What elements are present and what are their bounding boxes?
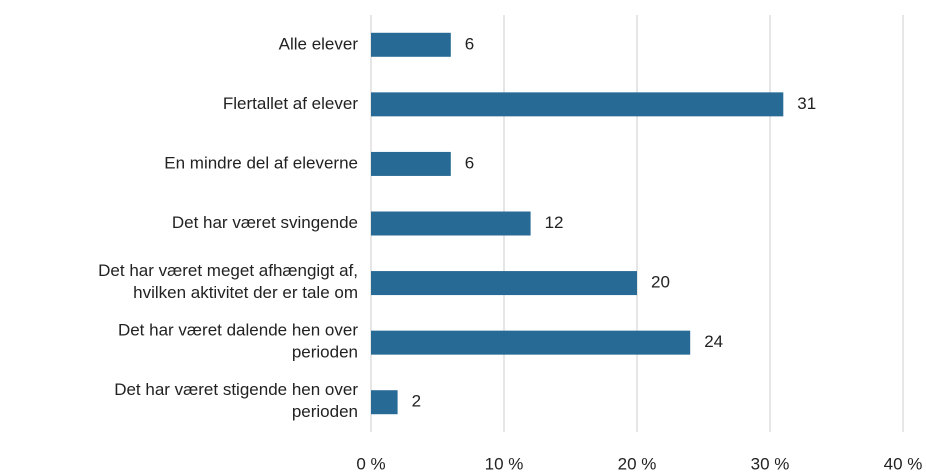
x-tick-label: 40 % [884, 454, 923, 473]
value-label: 6 [465, 153, 474, 172]
bar [371, 92, 784, 117]
value-label: 24 [704, 332, 723, 351]
x-tick-label: 30 % [751, 454, 790, 473]
x-tick-label: 0 % [356, 454, 385, 473]
value-label: 12 [545, 213, 564, 232]
x-tick-label: 10 % [485, 454, 524, 473]
y-tick-label: Det har været dalende hen over perioden [118, 321, 358, 362]
bar [371, 271, 637, 296]
bar [371, 151, 451, 176]
bar [371, 211, 531, 236]
bar [371, 390, 398, 415]
y-tick-label: Flertallet af elever [223, 94, 358, 113]
x-tick-label: 20 % [618, 454, 657, 473]
value-label: 20 [651, 273, 670, 292]
y-tick-label: En mindre del af eleverne [164, 153, 358, 172]
y-tick-label: Det har været stigende hen over perioden [114, 381, 358, 422]
value-label: 2 [412, 392, 421, 411]
y-tick-label: Alle elever [279, 34, 359, 53]
value-label: 6 [465, 34, 474, 53]
value-label: 31 [797, 94, 816, 113]
bar [371, 330, 691, 355]
y-tick-label: Det har været svingende [172, 213, 358, 232]
y-tick-label: Det har været meget afhængigt af, hvilken… [98, 262, 358, 303]
bar [371, 32, 451, 57]
